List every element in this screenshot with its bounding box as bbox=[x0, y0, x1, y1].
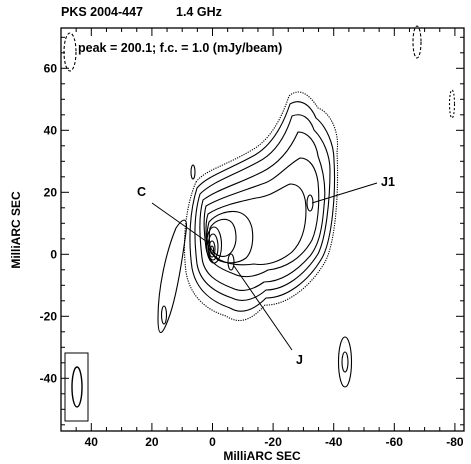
y-axis-label: MilliARC SEC bbox=[9, 191, 23, 269]
contour-level-5 bbox=[203, 157, 320, 278]
negative-contour-2 bbox=[412, 25, 422, 59]
axis-ticks bbox=[61, 28, 464, 431]
contour-core-3 bbox=[208, 240, 216, 258]
contour-lines bbox=[63, 25, 456, 388]
contour-level-2 bbox=[189, 101, 336, 312]
contour-core-2 bbox=[207, 233, 219, 261]
contour-core-4 bbox=[209, 245, 215, 255]
x-tick-label: -40 bbox=[325, 435, 343, 449]
contour-south-feature-inner bbox=[341, 351, 349, 373]
y-tick-label: -40 bbox=[40, 371, 58, 385]
component-label-j1: J1 bbox=[381, 175, 395, 189]
component-leader-line bbox=[151, 202, 211, 245]
contour-j-blob bbox=[227, 253, 235, 271]
plot-frame bbox=[60, 27, 465, 432]
title-source: PKS 2004-447 bbox=[61, 5, 143, 19]
contour-south-feature bbox=[337, 336, 353, 388]
peak-annotation: peak = 200.1; f.c. = 1.0 (mJy/beam) bbox=[78, 41, 282, 55]
contour-level-4 bbox=[199, 131, 326, 292]
y-tick-label: 60 bbox=[44, 61, 58, 75]
component-leader-line bbox=[233, 265, 293, 351]
x-tick-label: 0 bbox=[209, 435, 216, 449]
axis-tick-labels: 40 20 0 -20 -40 -60 -80 60 40 20 0 -20 -40 bbox=[40, 61, 464, 449]
x-tick-label: 20 bbox=[145, 435, 159, 449]
x-tick-label: -20 bbox=[264, 435, 282, 449]
contour-counterjet bbox=[157, 219, 188, 334]
negative-contour-3 bbox=[448, 89, 456, 119]
contour-small-blob bbox=[190, 164, 196, 180]
y-tick-label: -20 bbox=[40, 309, 58, 323]
x-tick-label: -60 bbox=[386, 435, 404, 449]
y-tick-label: 40 bbox=[44, 123, 58, 137]
x-tick-label: -80 bbox=[446, 435, 464, 449]
y-tick-label: 0 bbox=[50, 247, 57, 261]
contour-level-1 bbox=[183, 91, 339, 322]
component-label-c: C bbox=[137, 185, 146, 199]
contour-core-1 bbox=[205, 226, 223, 264]
component-leader-line bbox=[311, 182, 378, 204]
component-labels: C J J1 bbox=[137, 175, 395, 367]
contour-counterjet-knot bbox=[160, 305, 168, 325]
negative-contour-1 bbox=[63, 32, 77, 72]
component-label-j: J bbox=[296, 353, 303, 367]
beam-box bbox=[64, 352, 89, 422]
x-axis-label: MilliARC SEC bbox=[223, 449, 301, 463]
y-tick-label: 20 bbox=[44, 185, 58, 199]
beam-ellipse bbox=[71, 366, 83, 408]
title-frequency: 1.4 GHz bbox=[176, 5, 222, 19]
contour-level-3 bbox=[194, 114, 331, 301]
x-tick-label: 40 bbox=[85, 435, 99, 449]
